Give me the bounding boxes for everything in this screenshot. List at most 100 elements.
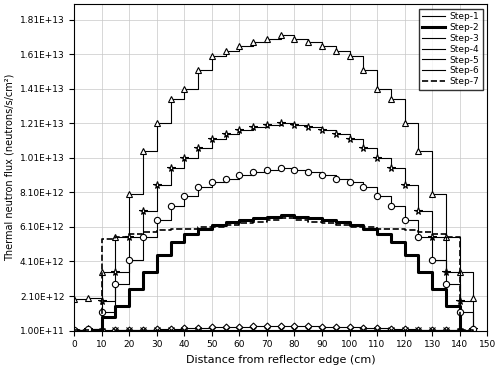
Step-3 xyxy=(346,54,352,58)
Step-7 xyxy=(292,218,298,222)
Step-5 xyxy=(278,121,283,125)
Step-6 xyxy=(168,204,173,208)
Step-2 xyxy=(250,216,256,221)
Step-1 xyxy=(126,328,132,332)
Step-7 xyxy=(236,221,242,226)
Step-5 xyxy=(195,145,201,150)
Step-3 xyxy=(360,68,366,72)
Step-5 xyxy=(402,183,407,188)
Step-5 xyxy=(429,235,435,239)
X-axis label: Distance from reflector edge (cm): Distance from reflector edge (cm) xyxy=(186,355,376,365)
Step-2 xyxy=(429,287,435,291)
Step-7 xyxy=(98,237,104,241)
Step-6 xyxy=(278,166,283,170)
Step-4 xyxy=(346,328,352,332)
Step-7 xyxy=(470,328,476,333)
Step-6 xyxy=(402,218,407,222)
Step-2 xyxy=(416,270,422,274)
Step-4 xyxy=(236,328,242,332)
Step-5 xyxy=(182,156,188,160)
Step-5 xyxy=(456,299,462,303)
Step-1 xyxy=(429,328,435,332)
Line: Step-6: Step-6 xyxy=(74,168,473,330)
Step-3 xyxy=(443,235,449,239)
Step-5 xyxy=(374,156,380,160)
Step-2 xyxy=(264,214,270,219)
Step-2 xyxy=(182,232,188,236)
Step-1 xyxy=(209,325,215,330)
Step-3 xyxy=(112,235,118,239)
Step-5 xyxy=(222,131,228,136)
Step-7 xyxy=(278,216,283,221)
Step-5 xyxy=(346,137,352,141)
Step-7 xyxy=(140,230,146,234)
Step-5 xyxy=(126,235,132,239)
Step-6 xyxy=(374,194,380,198)
Step-7 xyxy=(456,327,462,332)
Step-1 xyxy=(388,327,394,331)
Step-1 xyxy=(333,325,339,329)
Step-1 xyxy=(416,327,422,332)
Step-6 xyxy=(443,282,449,286)
Step-4 xyxy=(168,328,173,332)
Step-3 xyxy=(319,44,325,48)
Step-3 xyxy=(278,33,283,38)
Line: Step-2: Step-2 xyxy=(74,215,473,331)
Y-axis label: Thermal neutron flux (neutrons/s/cm²): Thermal neutron flux (neutrons/s/cm²) xyxy=(4,74,14,261)
Step-2 xyxy=(236,218,242,222)
Step-1 xyxy=(346,325,352,330)
Step-1 xyxy=(456,328,462,332)
Step-4 xyxy=(140,328,146,332)
Step-6 xyxy=(319,173,325,177)
Step-4 xyxy=(71,328,77,333)
Step-4 xyxy=(195,328,201,332)
Step-1 xyxy=(98,328,104,332)
Step-6 xyxy=(388,204,394,208)
Step-5 xyxy=(443,270,449,274)
Step-3 xyxy=(250,40,256,44)
Step-3 xyxy=(456,270,462,274)
Step-2 xyxy=(456,328,462,333)
Step-2 xyxy=(195,227,201,231)
Step-5 xyxy=(360,145,366,150)
Step-6 xyxy=(264,168,270,172)
Step-2 xyxy=(112,304,118,308)
Step-3 xyxy=(402,121,407,125)
Step-1 xyxy=(154,327,160,332)
Step-3 xyxy=(195,68,201,72)
Step-7 xyxy=(264,218,270,222)
Step-6 xyxy=(333,176,339,181)
Step-6 xyxy=(250,169,256,174)
Step-6 xyxy=(236,173,242,177)
Step-1 xyxy=(292,324,298,328)
Step-1 xyxy=(264,324,270,328)
Step-2 xyxy=(360,227,366,231)
Step-4 xyxy=(264,328,270,332)
Step-7 xyxy=(154,228,160,232)
Step-2 xyxy=(98,314,104,319)
Legend: Step-1, Step-2, Step-3, Step-4, Step-5, Step-6, Step-7: Step-1, Step-2, Step-3, Step-4, Step-5, … xyxy=(418,9,482,90)
Step-5 xyxy=(236,128,242,132)
Step-1 xyxy=(250,324,256,328)
Step-6 xyxy=(470,327,476,331)
Step-2 xyxy=(333,220,339,224)
Step-6 xyxy=(456,309,462,314)
Step-4 xyxy=(333,328,339,332)
Step-5 xyxy=(470,327,476,331)
Step-7 xyxy=(319,221,325,226)
Step-7 xyxy=(222,223,228,227)
Step-6 xyxy=(292,168,298,172)
Step-6 xyxy=(71,327,77,332)
Line: Step-3: Step-3 xyxy=(74,35,473,300)
Step-4 xyxy=(360,328,366,332)
Step-2 xyxy=(168,240,173,245)
Step-1 xyxy=(278,324,283,328)
Step-5 xyxy=(209,137,215,141)
Step-4 xyxy=(416,328,422,332)
Step-7 xyxy=(209,225,215,229)
Step-4 xyxy=(222,328,228,332)
Step-7 xyxy=(71,327,77,332)
Step-4 xyxy=(250,328,256,332)
Step-7 xyxy=(333,223,339,227)
Step-5 xyxy=(250,125,256,129)
